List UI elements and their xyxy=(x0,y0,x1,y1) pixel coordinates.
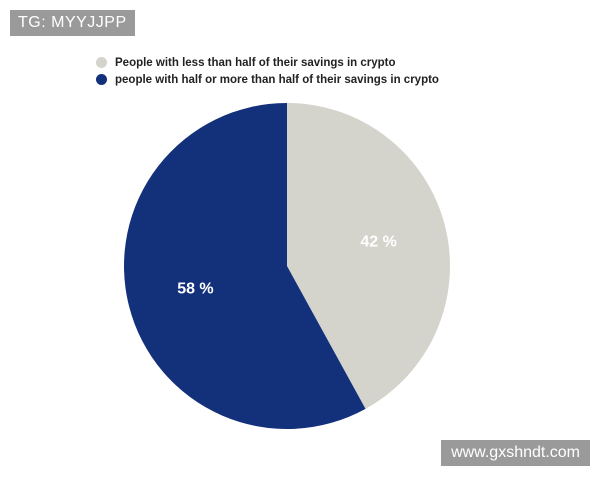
legend-label-less-than-half: People with less than half of their savi… xyxy=(115,56,396,69)
legend-label-half-or-more: people with half or more than half of th… xyxy=(115,73,439,86)
legend-swatch-less-than-half xyxy=(96,57,107,68)
pie-slice-less-than-half xyxy=(287,103,451,409)
legend-item-half-or-more: people with half or more than half of th… xyxy=(96,71,439,88)
legend-item-less-than-half: People with less than half of their savi… xyxy=(96,54,439,71)
watermark-top: TG: MYYJJPP xyxy=(10,10,135,36)
watermark-bottom: www.gxshndt.com xyxy=(441,440,590,466)
chart-legend: People with less than half of their savi… xyxy=(96,54,439,88)
legend-swatch-half-or-more xyxy=(96,74,107,85)
pie-slice-half-or-more xyxy=(124,102,366,429)
pie-label-half-or-more: 58 % xyxy=(177,281,213,298)
pie-slices xyxy=(124,102,451,429)
pie-labels: 42 % 58 % xyxy=(177,234,397,298)
pie-label-less-than-half: 42 % xyxy=(360,234,396,251)
